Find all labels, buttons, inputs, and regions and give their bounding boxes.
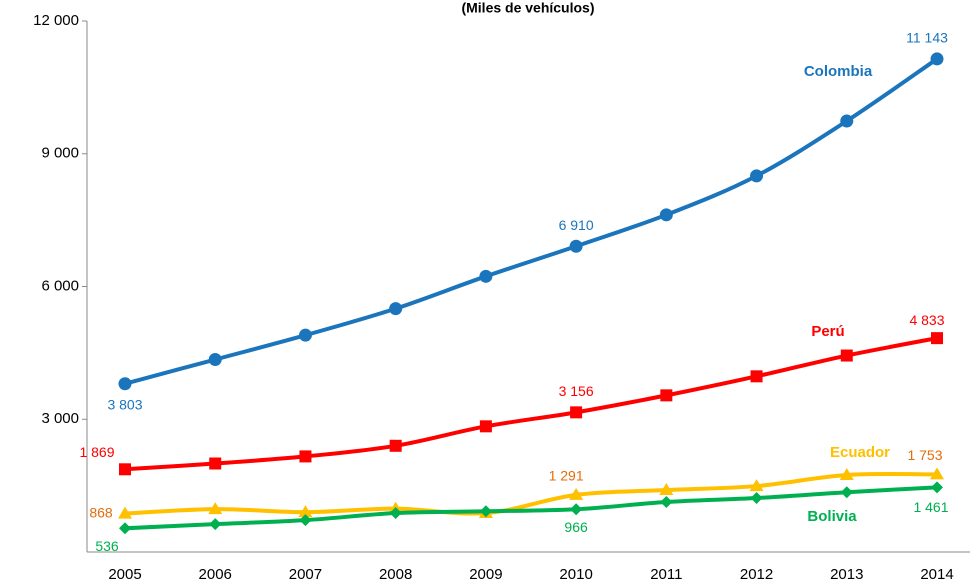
data-label: 966: [564, 519, 588, 535]
marker: [299, 514, 312, 527]
data-label: 536: [95, 538, 119, 554]
series-name-label: Ecuador: [830, 444, 890, 461]
data-label: 4 833: [909, 312, 944, 328]
marker: [209, 518, 222, 531]
chart-subtitle: (Miles de vehículos): [461, 0, 594, 16]
marker: [119, 522, 131, 535]
data-label: 1 461: [913, 499, 948, 515]
y-tick-label: 3 000: [41, 410, 79, 427]
marker: [118, 506, 132, 519]
marker: [298, 328, 312, 342]
marker: [208, 353, 222, 367]
marker: [570, 503, 583, 516]
data-label: 6 910: [559, 217, 594, 233]
x-tick-label: 2009: [469, 566, 502, 583]
marker: [931, 481, 943, 494]
x-tick-label: 2008: [379, 566, 412, 583]
marker: [479, 269, 493, 283]
marker: [118, 377, 132, 391]
marker: [569, 487, 584, 500]
series-name-label: Bolivia: [807, 508, 857, 525]
marker: [840, 114, 854, 128]
marker: [570, 406, 583, 419]
series-name-label: Perú: [811, 323, 844, 340]
marker: [659, 208, 673, 222]
x-tick-label: 2013: [830, 566, 863, 583]
data-label: 1 753: [907, 447, 942, 463]
series-name-label: Colombia: [804, 63, 873, 80]
marker: [749, 479, 764, 492]
data-label: 3 156: [559, 383, 594, 399]
x-tick-label: 2007: [289, 566, 322, 583]
series-line: [124, 471, 938, 516]
x-tick-label: 2012: [740, 566, 773, 583]
marker: [479, 505, 492, 518]
data-label: 868: [89, 504, 113, 520]
y-tick-label: 9 000: [41, 145, 79, 162]
marker: [479, 420, 492, 433]
marker: [389, 439, 402, 452]
marker: [750, 370, 763, 383]
y-tick-label: 12 000: [33, 12, 79, 29]
series-line: [124, 485, 938, 531]
marker: [660, 389, 673, 402]
marker: [569, 239, 583, 253]
marker: [840, 349, 853, 362]
marker: [119, 463, 131, 476]
marker: [298, 505, 313, 518]
marker: [840, 486, 853, 499]
data-label: 3 803: [107, 396, 142, 412]
marker: [930, 467, 944, 480]
marker: [389, 302, 403, 316]
series-line: [124, 336, 938, 472]
x-tick-label: 2006: [199, 566, 232, 583]
x-tick-label: 2011: [650, 566, 682, 583]
marker: [389, 507, 402, 520]
data-label: 1 291: [549, 468, 584, 484]
x-tick-label: 2014: [920, 566, 953, 583]
marker: [839, 468, 854, 481]
marker: [208, 502, 223, 515]
marker: [750, 492, 763, 505]
marker: [660, 495, 673, 508]
marker: [299, 450, 312, 463]
y-tick-label: 6 000: [41, 277, 79, 294]
series-line: [124, 57, 939, 386]
data-label: 1 869: [79, 444, 114, 460]
x-tick-label: 2010: [559, 566, 592, 583]
x-tick-label: 2005: [108, 566, 141, 583]
marker: [930, 52, 944, 66]
marker: [659, 483, 674, 496]
marker: [209, 457, 222, 470]
data-label: 11 143: [906, 30, 948, 46]
marker: [931, 332, 943, 345]
marker: [750, 169, 764, 183]
